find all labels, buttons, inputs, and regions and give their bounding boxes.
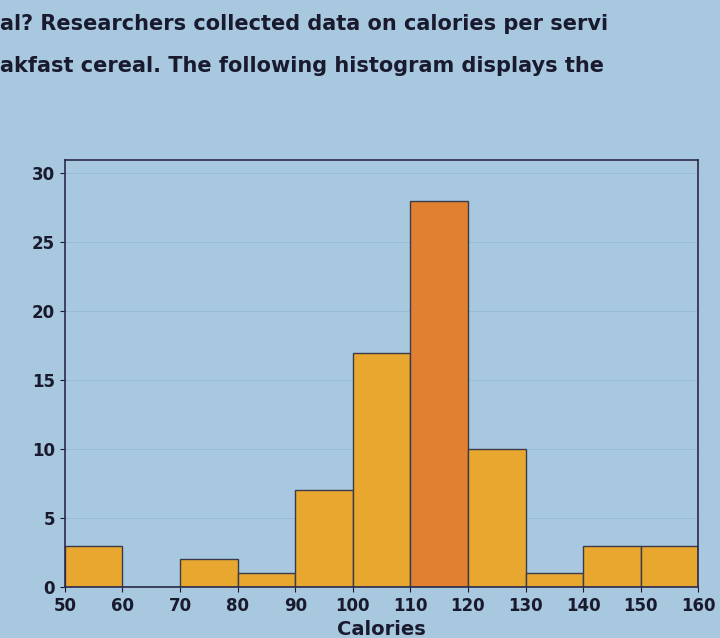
Bar [180, 560, 238, 587]
Bar [583, 545, 641, 587]
Bar [238, 573, 295, 587]
Bar [468, 449, 526, 587]
Text: al? Researchers collected data on calories per servi: al? Researchers collected data on calori… [0, 14, 608, 34]
Text: akfast cereal. The following histogram displays the: akfast cereal. The following histogram d… [0, 56, 604, 76]
Bar [410, 201, 468, 587]
Bar [65, 545, 122, 587]
Bar [353, 353, 410, 587]
Bar [641, 545, 698, 587]
X-axis label: Calories: Calories [337, 620, 426, 638]
Bar [295, 491, 353, 587]
Bar [526, 573, 583, 587]
